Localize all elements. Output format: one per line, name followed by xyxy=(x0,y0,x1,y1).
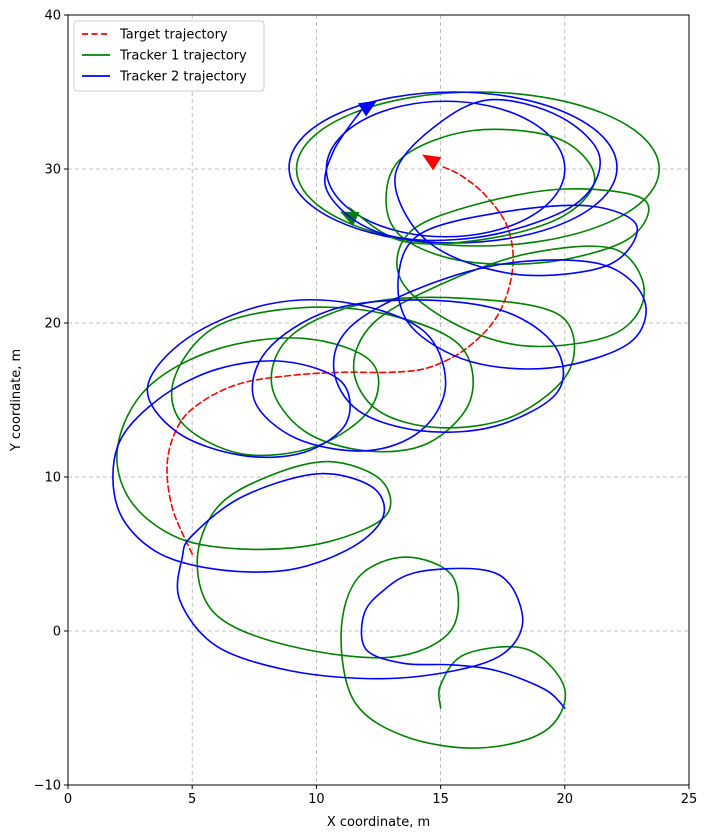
legend-box xyxy=(73,20,265,92)
x-tick-label: 5 xyxy=(188,792,196,807)
y-axis-label: Y coordinate, m xyxy=(9,349,24,452)
y-tick-label: 30 xyxy=(44,163,61,178)
series-line-1 xyxy=(116,128,650,749)
legend-label-2: Tracker 2 trajectory xyxy=(119,70,247,85)
x-tick-label: 25 xyxy=(681,792,698,807)
direction-arrow-1 xyxy=(340,211,360,227)
series-line-0 xyxy=(166,165,514,555)
legend: Target trajectory Tracker 1 trajectory Tra… xyxy=(73,20,265,92)
x-tick-label: 20 xyxy=(557,792,574,807)
plot-frame xyxy=(67,14,690,786)
legend-label-0: Target trajectory xyxy=(119,28,228,43)
legend-items: Target trajectory Tracker 1 trajectory Tra… xyxy=(82,28,247,85)
direction-arrow-2 xyxy=(357,100,378,117)
legend-label-1: Tracker 1 trajectory xyxy=(119,49,247,64)
direction-arrow-0 xyxy=(422,154,442,171)
trajectory-loop xyxy=(295,91,660,247)
y-tick-label: 10 xyxy=(44,471,61,486)
series-line-2 xyxy=(112,98,647,709)
x-tick-label: 10 xyxy=(308,792,325,807)
x-tick-label: 0 xyxy=(64,792,72,807)
y-tick-label: 40 xyxy=(44,9,61,24)
plot-data xyxy=(112,91,660,749)
x-axis-label: X coordinate, m xyxy=(327,815,430,830)
y-tick-label: 0 xyxy=(53,625,61,640)
y-tick-label: −10 xyxy=(34,779,61,794)
x-tick-label: 15 xyxy=(432,792,449,807)
y-tick-label: 20 xyxy=(44,317,61,332)
